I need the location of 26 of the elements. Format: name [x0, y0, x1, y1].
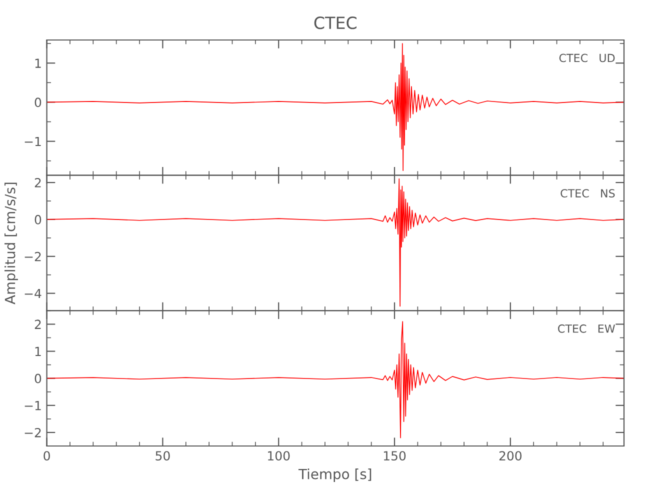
y-tick-label: 0	[34, 374, 42, 384]
line-series	[46, 43, 624, 172]
y-tick-label: 2	[34, 320, 41, 329]
annotation: CTEC UD	[559, 54, 615, 62]
y-tick-label: −1	[24, 136, 41, 146]
x-tick-label: 0	[44, 451, 50, 461]
x-tick-label: 150	[384, 451, 406, 461]
y-tick-label: 2	[34, 178, 41, 188]
annotation: CTEC EW	[558, 324, 615, 333]
annotation: CTEC NS	[560, 189, 615, 198]
y-tick-label: −2	[24, 252, 41, 262]
y-tick-label: 1	[35, 58, 41, 68]
y-tick-label: −4	[24, 288, 42, 298]
y-tick-label: −2	[24, 428, 41, 438]
y-axis-title: Amplitud [cm/s/s]	[4, 182, 18, 304]
line-series	[46, 321, 624, 438]
y-tick-label: 0	[34, 214, 42, 224]
x-axis-title: Tiempo [s]	[298, 468, 372, 482]
y-tick-label: −1	[24, 401, 41, 410]
chart-title: CTEC	[314, 16, 356, 30]
y-tick-label: 1	[35, 346, 41, 356]
x-tick-label: 100	[268, 451, 290, 461]
y-tick-label: 0	[34, 98, 42, 108]
x-tick-label: 200	[499, 451, 522, 461]
x-tick-label: 50	[156, 451, 170, 461]
line-series	[46, 178, 624, 307]
